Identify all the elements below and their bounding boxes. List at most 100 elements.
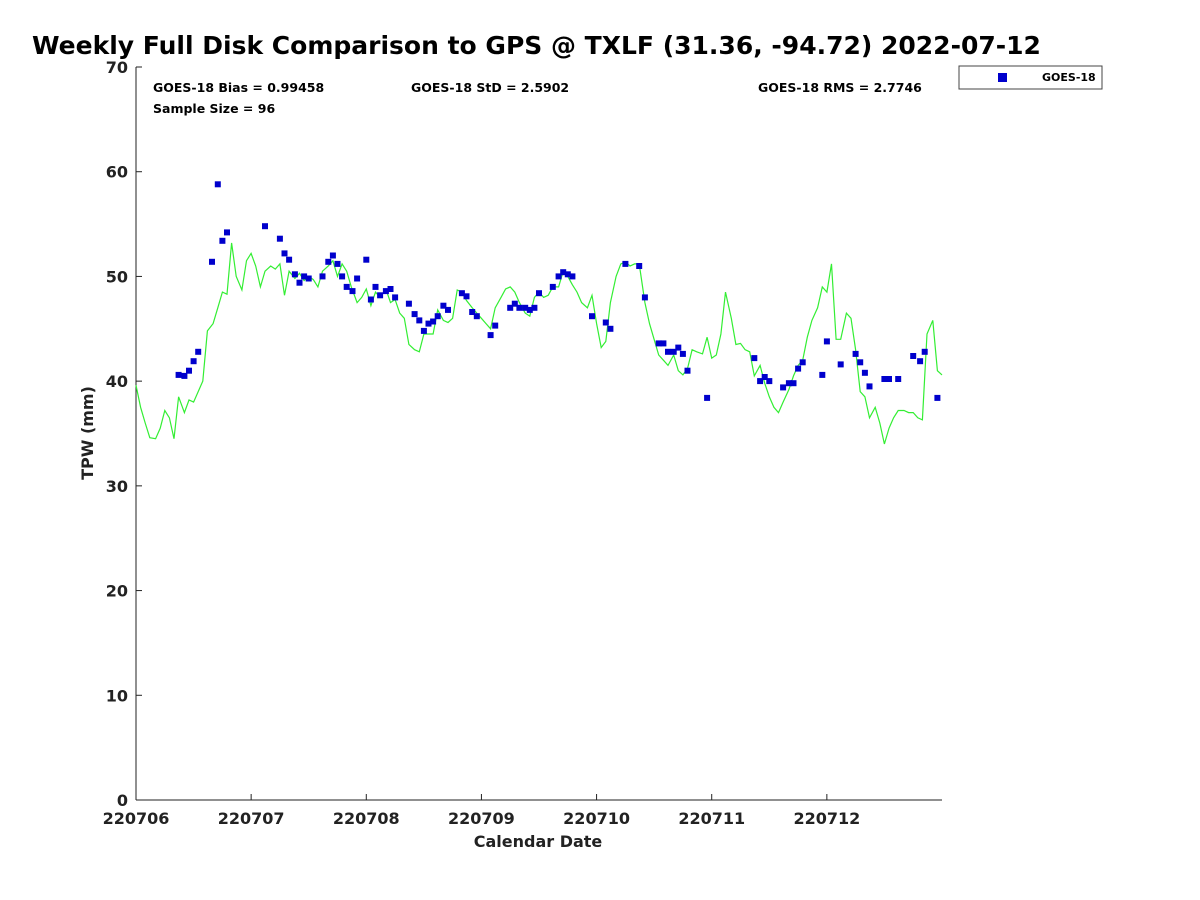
goes18-data-point [607,325,614,332]
y-tick-label: 40 [106,372,128,391]
goes18-data-point [387,286,394,292]
legend-box [958,65,1103,90]
goes18-data-point [190,358,197,365]
goes18-data-point [372,283,379,290]
goes18-data-point [445,306,451,313]
std-stat: GOES-18 StD = 2.5902 [411,80,569,95]
bias-stat: GOES-18 Bias = 0.99458 [153,80,324,95]
goes18-data-point [339,273,346,280]
x-tick-label: 220711 [678,809,745,828]
goes18-data-point [679,350,686,357]
x-axis-label: Calendar Date [474,832,603,851]
x-tick-label: 220712 [793,809,860,828]
goes18-data-point [487,332,494,339]
goes18-data-point [823,338,830,345]
plot-background [136,67,942,800]
goes18-data-point [589,313,595,320]
goes18-data-point [305,275,312,282]
goes18-data-point [291,271,298,278]
goes18-data-point [440,302,447,309]
goes18-data-point [837,361,844,368]
goes18-data-point [861,369,868,376]
goes18-data-point [469,309,476,315]
goes18-data-point [564,271,571,278]
goes18-data-point [655,340,662,347]
goes18-data-point [325,258,332,265]
goes18-data-point [382,288,389,295]
goes18-data-point [405,300,412,307]
goes18-data-point [377,292,384,299]
goes18-data-point [296,279,303,286]
goes18-data-point [334,260,341,267]
goes18-data-point [675,344,682,351]
goes18-data-point [660,340,667,347]
goes18-data-point [857,359,864,366]
goes18-data-point [886,376,892,382]
x-tick-label: 220709 [448,809,515,828]
x-axis-ticks: 220706 220707 220708 220709 220710 220711 2207… [103,794,860,828]
goes18-data-point [434,313,441,320]
goes18-data-point [895,376,902,382]
x-tick-label: 220710 [563,809,630,828]
goes18-data-point [526,306,533,313]
y-tick-label: 10 [106,686,128,705]
goes18-data-point [790,380,797,387]
goes18-data-point [301,273,308,280]
goes18-data-point [602,319,609,326]
goes18-data-point [363,256,370,263]
y-tick-label: 50 [106,267,128,286]
goes18-data-point [622,260,629,267]
goes18-data-point [329,252,336,259]
goes18-data-point [458,290,465,297]
goes18-data-point [799,359,806,366]
y-tick-label: 0 [117,791,128,810]
goes18-data-point [917,358,924,365]
y-tick-label: 20 [106,582,128,601]
goes18-data-point [641,294,648,301]
rms-stat: GOES-18 RMS = 2.7746 [758,80,922,95]
goes18-data-point [507,304,514,311]
goes18-data-point [186,367,192,374]
goes18-data-point [430,318,437,325]
goes18-data-point [536,290,542,297]
x-tick-label: 220707 [218,809,285,828]
goes18-data-point [463,293,470,300]
goes18-data-point [560,269,567,276]
goes18-data-point [670,348,677,355]
goes18-data-point [175,371,182,378]
goes18-data-point [684,367,691,374]
goes18-data-point [910,353,917,359]
plot-area: 0 10 20 30 40 50 60 70 220706 220707 220708 220709… [103,58,943,828]
goes18-data-point [281,250,288,257]
goes18-data-point [492,322,499,329]
goes18-data-point [569,273,576,280]
goes18-data-point [665,348,671,355]
y-tick-label: 60 [106,163,128,182]
goes18-data-point [411,311,418,318]
goes18-data-point [219,237,226,244]
goes18-data-point [795,365,802,372]
chart-title: Weekly Full Disk Comparison to GPS @ TXL… [32,31,1041,60]
goes18-data-point [751,355,758,362]
goes18-data-point [757,378,764,385]
goes18-data-point [516,304,523,311]
goes18-data-point [819,371,826,378]
goes18-data-point [473,313,480,320]
x-tick-label: 220706 [103,809,170,828]
goes18-data-point [531,304,538,311]
goes18-data-point [511,300,518,307]
goes18-data-point [934,394,941,401]
goes18-data-point [367,296,374,303]
goes18-data-point [704,394,711,401]
goes18-data-point [522,304,529,311]
goes18-data-point [392,294,399,301]
goes18-data-point [555,273,562,280]
y-tick-label: 70 [106,58,128,77]
y-axis-ticks: 0 10 20 30 40 50 60 70 [106,58,142,810]
goes18-data-point [195,348,202,355]
goes18-data-point [785,380,792,387]
goes18-data-point [209,258,215,265]
goes18-data-point [549,283,556,290]
goes18-data-point [276,235,283,242]
